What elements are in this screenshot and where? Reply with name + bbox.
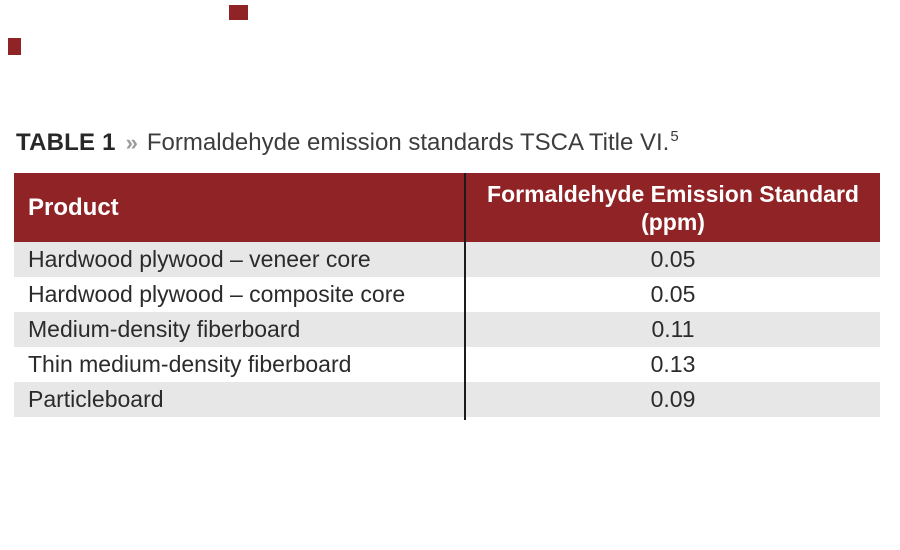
footnote-marker: 5 — [670, 128, 679, 145]
header-cell-standard: Formaldehyde Emission Standard (ppm) — [466, 173, 880, 242]
header-cell-standard-line2: (ppm) — [641, 208, 705, 235]
value-cell: 0.09 — [650, 386, 696, 412]
double-chevron-icon: » — [125, 130, 138, 155]
value-cell: 0.05 — [650, 246, 696, 272]
table-caption-label: TABLE 1 — [16, 129, 116, 156]
product-cell: Medium-density fiberboard — [28, 316, 301, 342]
table-row: Medium-density fiberboard 0.11 — [14, 312, 880, 347]
table-row: Hardwood plywood – composite core 0.05 — [14, 277, 880, 312]
product-cell: Particleboard — [28, 386, 164, 412]
column-divider-line — [464, 173, 466, 420]
emission-standards-table: Product Formaldehyde Emission Standard (… — [14, 173, 880, 420]
header-cell-product: Product — [28, 193, 119, 221]
decorative-maroon-square-top — [229, 5, 248, 20]
table-header-row: Product Formaldehyde Emission Standard (… — [14, 173, 880, 242]
value-cell: 0.05 — [650, 281, 696, 307]
decorative-maroon-square-left — [8, 38, 21, 55]
table-row: Hardwood plywood – veneer core 0.05 — [14, 242, 880, 277]
product-cell: Hardwood plywood – veneer core — [28, 246, 371, 272]
value-cell: 0.11 — [651, 316, 695, 342]
table-row: Thin medium-density fiberboard 0.13 — [14, 347, 880, 382]
product-cell: Hardwood plywood – composite core — [28, 281, 406, 307]
product-cell: Thin medium-density fiberboard — [28, 351, 352, 377]
table-caption-title: Formaldehyde emission standards TSCA Tit… — [146, 128, 679, 157]
header-cell-standard-line1: Formaldehyde Emission Standard — [487, 180, 859, 207]
table-row: Particleboard 0.09 — [14, 382, 880, 417]
table-caption-title-text: Formaldehyde emission standards TSCA Tit… — [146, 129, 670, 156]
table-caption: TABLE 1 » Formaldehyde emission standard… — [16, 128, 679, 157]
value-cell: 0.13 — [650, 351, 696, 377]
